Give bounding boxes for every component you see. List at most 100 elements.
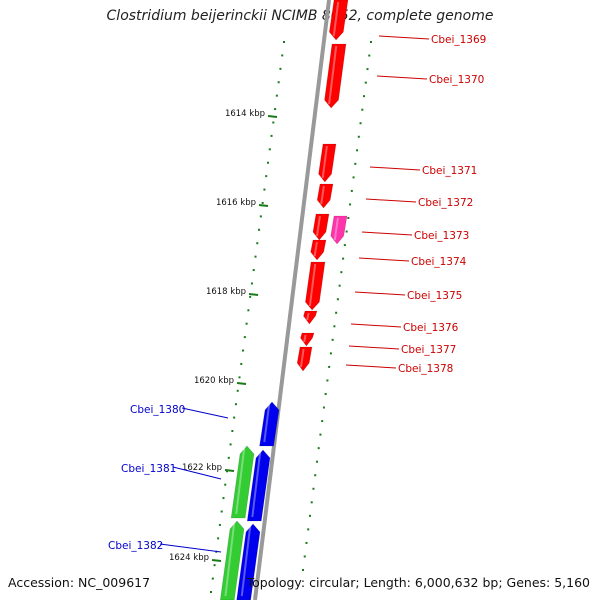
gene-label-cbei-1378[interactable]: Cbei_1378	[398, 363, 453, 375]
label-leader	[159, 543, 222, 553]
kbp-label: 1624 kbp	[169, 553, 209, 563]
track-dot	[319, 433, 322, 436]
gene-label-cbei-1369[interactable]: Cbei_1369	[431, 34, 486, 46]
track-dot	[343, 244, 346, 247]
track-dot	[352, 176, 355, 179]
track-dot	[333, 325, 336, 328]
track-dot	[321, 420, 324, 423]
track-dot	[368, 54, 371, 57]
gene-label-cbei-1376[interactable]: Cbei_1376	[403, 322, 459, 334]
track-dot	[279, 67, 282, 70]
track-dot	[245, 322, 248, 325]
gene-cbei-1374[interactable]	[310, 239, 327, 261]
kbp-label: 1622 kbp	[182, 463, 222, 473]
track-dot	[270, 134, 273, 137]
track-dot	[340, 271, 343, 274]
genome-title: Clostridium beijerinckii NCIMB 8052, com…	[106, 8, 494, 24]
label-leader	[350, 323, 402, 328]
track-dot	[366, 68, 369, 71]
gene-green-1[interactable]	[230, 445, 255, 519]
track-dot	[274, 108, 277, 111]
track-dot	[247, 309, 250, 312]
track-dot	[281, 54, 284, 57]
track-dot	[335, 311, 338, 314]
track-dot	[349, 203, 352, 206]
track-dot	[305, 541, 308, 544]
label-leader	[345, 364, 397, 369]
track-dot	[265, 175, 268, 178]
track-dot	[224, 483, 227, 486]
track-dot	[315, 460, 318, 463]
track-dot	[328, 365, 331, 368]
track-dot	[233, 416, 236, 419]
gene-cbei-1371[interactable]	[318, 143, 337, 183]
track-dot	[259, 215, 262, 218]
track-dot	[303, 555, 306, 558]
track-dot	[249, 295, 252, 298]
kbp-label: 1620 kbp	[194, 376, 234, 386]
track-dot	[314, 474, 317, 477]
track-dot	[354, 162, 357, 165]
gene-label-cbei-1381[interactable]: Cbei_1381	[121, 463, 176, 475]
kbp-label: 1614 kbp	[225, 109, 265, 119]
track-dot	[370, 41, 372, 43]
track-dot	[363, 95, 366, 98]
gene-label-cbei-1373[interactable]: Cbei_1373	[414, 230, 469, 242]
gene-cbei-1382[interactable]	[236, 523, 261, 600]
track-dot	[275, 94, 278, 97]
gene-label-cbei-1371[interactable]: Cbei_1371	[422, 165, 477, 177]
track-dot	[336, 298, 339, 301]
track-dot	[243, 336, 246, 339]
label-leader	[348, 345, 400, 350]
gene-cbei-1376[interactable]	[303, 310, 318, 325]
kbp-tick	[248, 293, 259, 296]
gene-cbei-1369[interactable]	[328, 0, 349, 41]
gene-cbei-1373b[interactable]	[312, 213, 330, 241]
track-dot	[263, 188, 266, 191]
track-dot	[236, 389, 239, 392]
gene-cbei-1373[interactable]	[330, 215, 348, 245]
track-dot	[342, 257, 345, 260]
track-dot	[227, 456, 230, 459]
track-dot	[277, 81, 280, 84]
track-dot	[357, 135, 360, 138]
gene-cbei-1375[interactable]	[304, 261, 326, 311]
gene-cbei-1370[interactable]	[324, 43, 347, 109]
track-dot	[213, 564, 216, 567]
gene-label-cbei-1372[interactable]: Cbei_1372	[418, 197, 473, 209]
gene-cbei-1372[interactable]	[316, 183, 334, 209]
gene-cbei-1377[interactable]	[300, 332, 315, 347]
kbp-tick	[267, 115, 278, 118]
label-leader	[361, 231, 413, 236]
gene-green-2[interactable]	[219, 520, 245, 600]
gene-label-cbei-1380[interactable]: Cbei_1380	[130, 404, 185, 416]
track-dot	[312, 487, 315, 490]
track-dot	[256, 242, 259, 245]
track-dot	[218, 523, 221, 526]
label-leader	[365, 198, 417, 203]
track-dot	[350, 189, 353, 192]
gene-cbei-1380[interactable]	[259, 401, 280, 447]
track-dot	[310, 501, 313, 504]
gene-label-cbei-1374[interactable]: Cbei_1374	[411, 256, 467, 268]
track-dot	[266, 161, 269, 164]
kbp-tick	[211, 559, 222, 562]
gene-label-cbei-1375[interactable]: Cbei_1375	[407, 290, 462, 302]
kbp-tick	[258, 204, 269, 207]
gene-cbei-1381[interactable]	[246, 449, 271, 522]
label-leader	[354, 291, 406, 296]
label-leader	[358, 257, 410, 262]
accession-text: Accession: NC_009617	[8, 575, 151, 590]
track-dot	[220, 510, 223, 513]
track-dot	[268, 148, 271, 151]
label-leader	[172, 466, 222, 480]
gene-label-cbei-1382[interactable]: Cbei_1382	[108, 540, 163, 552]
track-dot	[361, 108, 364, 111]
gene-label-cbei-1377[interactable]: Cbei_1377	[401, 344, 456, 356]
gene-label-cbei-1370[interactable]: Cbei_1370	[429, 74, 484, 86]
track-dot	[338, 284, 341, 287]
track-dot	[347, 217, 350, 219]
gene-cbei-1378[interactable]	[296, 346, 313, 372]
track-dot	[217, 537, 220, 540]
